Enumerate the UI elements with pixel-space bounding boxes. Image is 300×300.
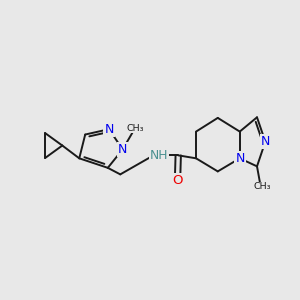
Text: N: N bbox=[236, 152, 245, 165]
Text: O: O bbox=[172, 174, 183, 188]
Text: N: N bbox=[118, 143, 127, 156]
Text: NH: NH bbox=[150, 149, 168, 162]
Text: CH₃: CH₃ bbox=[253, 182, 271, 191]
Text: CH₃: CH₃ bbox=[127, 124, 144, 133]
Text: N: N bbox=[261, 135, 271, 148]
Text: N: N bbox=[104, 123, 114, 136]
